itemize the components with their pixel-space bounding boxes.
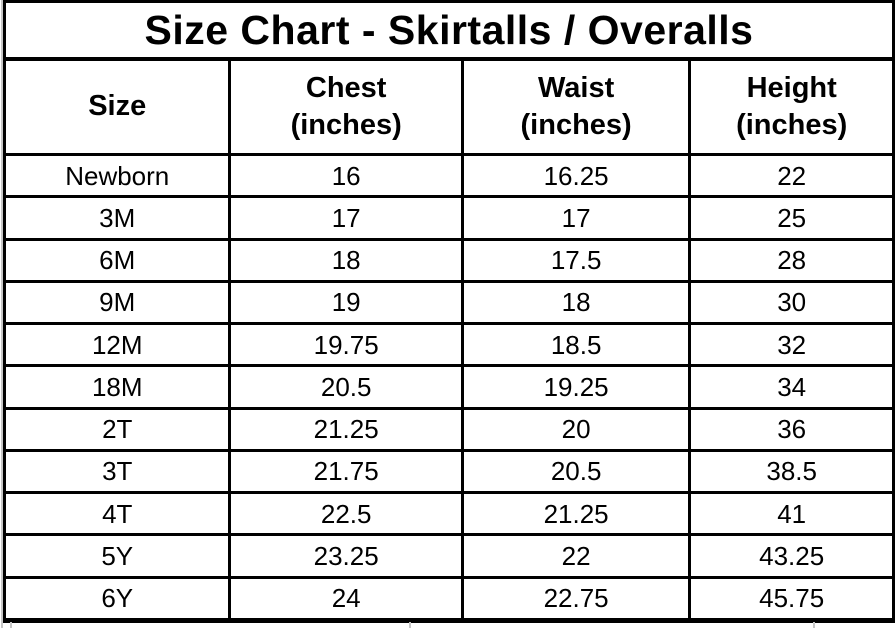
sheet-gridline-stub [10,622,12,628]
height-cell: 30 [777,287,807,318]
size-cell: 6M [6,240,232,280]
table-row: 4T 22.5 21.25 41 [6,494,892,537]
waist-cell: 16.25 [464,156,692,196]
size-cell: 5Y [6,536,232,576]
column-header: Chest (inches) [231,61,464,153]
size-cell: 18M [6,367,232,407]
column-header-unit: (inches) [520,109,632,141]
table-row: Newborn 16 16.25 22 [6,156,892,199]
size-cell: 6Y [6,578,232,618]
waist-cell: 20 [464,409,692,449]
waist-cell: 20.5 [464,451,692,492]
size-cell: Newborn [6,156,232,196]
table-row: 6Y 24 22.75 45.75 [6,578,892,618]
waist-cell: 17 [464,198,692,238]
height-cell: 43.25 [759,541,825,572]
waist-cell: 22.75 [464,578,692,618]
column-header: Waist (inches) [464,61,692,153]
waist-cell: 18 [464,282,692,323]
table-row: 3T 21.75 20.5 38.5 [6,451,892,495]
column-header-label: Height [746,71,837,104]
table-row: 12M 19.75 18.5 32 [6,325,892,368]
table-row: 9M 19 18 30 [6,282,892,326]
height-cell: 36 [777,414,807,445]
column-header: Size [6,61,232,153]
column-header-unit: (inches) [290,109,402,141]
column-header-label: Size [88,90,147,123]
table-row: 2T 21.25 20 36 [6,409,892,452]
sheet-gridline-stub [813,622,815,628]
chest-cell: 21.75 [231,451,464,492]
table-row: 5Y 23.25 22 43.25 [6,536,892,579]
chest-cell: 19.75 [231,325,464,365]
sheet-gridline-left [1,0,3,628]
waist-cell: 19.25 [464,367,692,407]
chest-cell: 18 [231,240,464,280]
column-header-unit: (inches) [736,109,848,141]
size-cell: 3T [6,451,232,492]
size-cell: 12M [6,325,232,365]
height-cell: 38.5 [766,456,817,487]
table-row: 6M 18 17.5 28 [6,240,892,283]
sheet-gridline-stub [409,622,411,628]
chest-cell: 23.25 [231,536,464,576]
size-cell: 4T [6,494,232,534]
size-cell: 2T [6,409,232,449]
chest-cell: 21.25 [231,409,464,449]
table-row: 3M 17 17 25 [6,198,892,241]
table-title: Size Chart - Skirtalls / Overalls [6,3,892,61]
chest-cell: 17 [231,198,464,238]
height-cell: 41 [777,498,807,529]
size-chart-table: Size Chart - Skirtalls / Overalls Size C… [3,0,895,623]
column-header: Height (inches) [691,61,892,153]
chest-cell: 19 [231,282,464,323]
column-header-label: Waist [537,71,615,104]
height-cell: 25 [777,202,807,233]
size-cell: 3M [6,198,232,238]
height-cell: 32 [777,329,807,360]
chest-cell: 22.5 [231,494,464,534]
column-header-label: Chest [305,71,387,104]
height-cell: 22 [777,160,807,191]
waist-cell: 22 [464,536,692,576]
height-cell: 28 [777,245,807,276]
chest-cell: 16 [231,156,464,196]
table-row: 18M 20.5 19.25 34 [6,367,892,410]
table-body: Newborn 16 16.25 22 3M 17 17 25 6M 18 17… [6,156,892,618]
waist-cell: 21.25 [464,494,692,534]
size-cell: 9M [6,282,232,323]
height-cell: 45.75 [759,583,825,614]
chest-cell: 24 [231,578,464,618]
waist-cell: 18.5 [464,325,692,365]
header-row: Size Chest (inches) Waist (inches) Heigh… [6,61,892,156]
waist-cell: 17.5 [464,240,692,280]
height-cell: 34 [777,371,807,402]
chest-cell: 20.5 [231,367,464,407]
